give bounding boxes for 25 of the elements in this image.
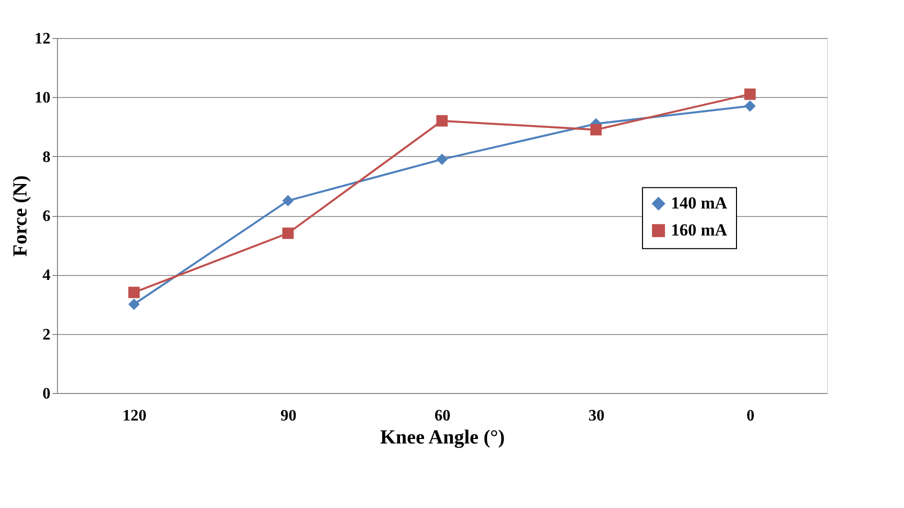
point (282, 195, 294, 206)
y-tick-label: 10 (34, 90, 50, 107)
y-tick-label: 4 (42, 267, 50, 284)
y-tick-label: 0 (42, 386, 50, 402)
x-tick-label: 60 (434, 408, 450, 424)
point (436, 115, 448, 127)
point (744, 100, 756, 112)
y-tick-label: 8 (42, 148, 50, 166)
point (282, 228, 294, 239)
point (128, 298, 140, 310)
legend-label: 140 mA (671, 194, 728, 213)
point (436, 154, 448, 165)
y-tick-label: 12 (34, 30, 50, 48)
y-tick-label: 6 (42, 208, 50, 225)
point (128, 286, 140, 298)
point (744, 88, 756, 100)
y-axis-title: Force (N) (10, 175, 32, 257)
y-tick-label: 2 (42, 326, 50, 344)
x-tick-label: 90 (280, 408, 296, 424)
x-tick-label: 0 (746, 408, 754, 424)
x-tick-label: 30 (588, 408, 604, 424)
x-axis-title: Knee Angle (°) (380, 426, 505, 448)
legend-label: 160 mA (671, 220, 728, 240)
x-tick-label: 120 (122, 408, 146, 424)
point (590, 124, 602, 136)
